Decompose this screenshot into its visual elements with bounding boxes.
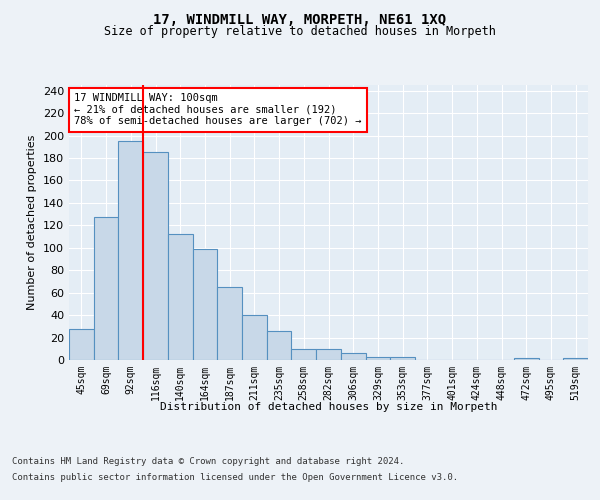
Bar bbox=[316, 349, 341, 360]
Y-axis label: Number of detached properties: Number of detached properties bbox=[28, 135, 37, 310]
Bar bbox=[217, 287, 242, 360]
Bar bbox=[267, 331, 292, 360]
Text: 17, WINDMILL WAY, MORPETH, NE61 1XQ: 17, WINDMILL WAY, MORPETH, NE61 1XQ bbox=[154, 12, 446, 26]
Text: Contains HM Land Registry data © Crown copyright and database right 2024.: Contains HM Land Registry data © Crown c… bbox=[12, 458, 404, 466]
Bar bbox=[193, 249, 217, 360]
Bar bbox=[292, 349, 316, 360]
Bar bbox=[563, 358, 588, 360]
Text: Contains public sector information licensed under the Open Government Licence v3: Contains public sector information licen… bbox=[12, 472, 458, 482]
Bar bbox=[341, 354, 365, 360]
Bar bbox=[118, 141, 143, 360]
Text: 17 WINDMILL WAY: 100sqm
← 21% of detached houses are smaller (192)
78% of semi-d: 17 WINDMILL WAY: 100sqm ← 21% of detache… bbox=[74, 93, 362, 126]
Text: Size of property relative to detached houses in Morpeth: Size of property relative to detached ho… bbox=[104, 25, 496, 38]
Bar bbox=[94, 218, 118, 360]
Bar bbox=[514, 358, 539, 360]
Bar bbox=[242, 315, 267, 360]
Bar bbox=[365, 356, 390, 360]
Text: Distribution of detached houses by size in Morpeth: Distribution of detached houses by size … bbox=[160, 402, 497, 412]
Bar bbox=[143, 152, 168, 360]
Bar bbox=[168, 234, 193, 360]
Bar bbox=[69, 328, 94, 360]
Bar bbox=[390, 356, 415, 360]
